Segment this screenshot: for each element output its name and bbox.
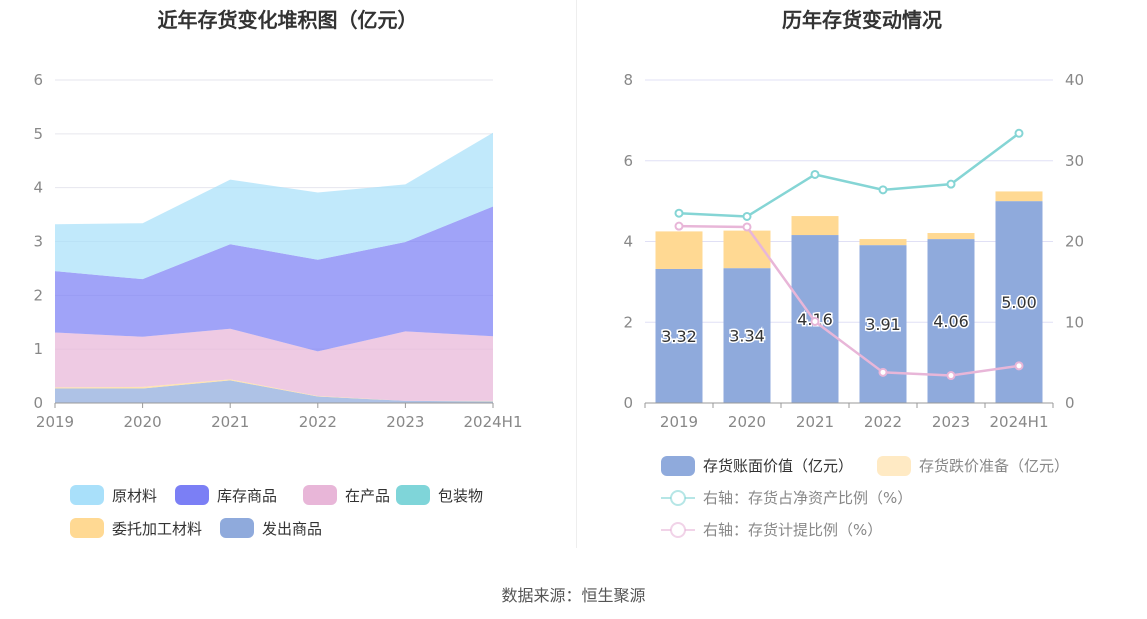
left-chart-title: 近年存货变化堆积图（亿元） bbox=[157, 8, 418, 32]
legend-label: 右轴：存货计提比例（%） bbox=[703, 521, 882, 539]
right-chart-title: 历年存货变动情况 bbox=[782, 8, 942, 32]
x-tick-label: 2022 bbox=[864, 413, 902, 431]
legend-label: 发出商品 bbox=[262, 520, 322, 538]
area-series-4 bbox=[55, 206, 493, 352]
legend-swatch bbox=[175, 485, 209, 505]
bar-impairment bbox=[859, 239, 907, 246]
y2-tick-label: 10 bbox=[1065, 313, 1084, 331]
legend-swatch bbox=[396, 485, 430, 505]
stacked-area-chart: 0 1 2 3 4 5 6 2019 2020 2021 2022 2023 2024H1 原材料 库存商品… bbox=[33, 71, 523, 538]
bar-book-value bbox=[655, 268, 703, 403]
line-point bbox=[946, 371, 956, 381]
x-tick-label: 2019 bbox=[36, 413, 74, 431]
legend-marker bbox=[670, 522, 686, 538]
bar-impairment bbox=[655, 231, 703, 269]
bar-impairment bbox=[995, 191, 1043, 202]
bar-value-label: 3.91 bbox=[865, 315, 901, 334]
bar-book-value bbox=[723, 268, 771, 403]
line-series-0 bbox=[678, 132, 1020, 218]
bar-line-chart: 024680102030403.323.344.163.914.065.0020… bbox=[623, 71, 1084, 539]
bar-value-label: 5.00 bbox=[1001, 293, 1037, 312]
area-series-3 bbox=[55, 328, 493, 401]
y2-tick-label: 20 bbox=[1065, 233, 1084, 251]
y-tick-label: 0 bbox=[33, 394, 43, 412]
x-tick-label: 2019 bbox=[660, 413, 698, 431]
line-point bbox=[878, 185, 888, 195]
bar-value-label: 3.34 bbox=[729, 327, 765, 346]
line-point bbox=[878, 367, 888, 377]
y-tick-label: 6 bbox=[33, 71, 43, 89]
bar-value-label: 4.06 bbox=[933, 312, 969, 331]
line-point bbox=[1014, 128, 1024, 138]
y-tick-label: 1 bbox=[33, 340, 43, 358]
legend-label: 右轴：存货占净资产比例（%） bbox=[703, 489, 912, 507]
x-tick-label: 2022 bbox=[299, 413, 337, 431]
line-series-1 bbox=[678, 224, 1020, 377]
legend-label: 在产品 bbox=[345, 487, 390, 505]
line-point bbox=[1014, 361, 1024, 371]
legend-label: 包装物 bbox=[438, 487, 483, 505]
y2-tick-label: 0 bbox=[1065, 394, 1075, 412]
y-tick-label: 5 bbox=[33, 125, 43, 143]
area-series-5 bbox=[55, 132, 493, 280]
y-tick-label: 0 bbox=[623, 394, 633, 412]
line-point bbox=[946, 179, 956, 189]
legend-label: 存货账面价值（亿元） bbox=[703, 457, 853, 475]
line-point bbox=[674, 221, 684, 231]
legend-swatch bbox=[877, 456, 911, 476]
y-tick-label: 2 bbox=[623, 313, 633, 331]
y-tick-label: 8 bbox=[623, 71, 633, 89]
line-point bbox=[810, 316, 820, 326]
y-tick-label: 4 bbox=[33, 179, 43, 197]
x-tick-label: 2024H1 bbox=[990, 413, 1049, 431]
data-source-note: 数据来源：恒生聚源 bbox=[501, 586, 646, 605]
bar-value-label: 3.32 bbox=[661, 327, 697, 346]
legend-label: 存货跌价准备（亿元） bbox=[919, 457, 1069, 475]
x-tick-label: 2021 bbox=[796, 413, 834, 431]
legend-label: 库存商品 bbox=[217, 487, 277, 505]
legend-label: 原材料 bbox=[112, 487, 157, 505]
y2-tick-label: 30 bbox=[1065, 152, 1084, 170]
legend-swatch bbox=[70, 485, 104, 505]
x-tick-label: 2021 bbox=[211, 413, 249, 431]
legend-swatch bbox=[70, 518, 104, 538]
legend-label: 委托加工材料 bbox=[112, 520, 202, 538]
y-tick-label: 4 bbox=[623, 233, 633, 251]
y-tick-label: 2 bbox=[33, 286, 43, 304]
x-tick-label: 2020 bbox=[124, 413, 162, 431]
line-point bbox=[742, 211, 752, 221]
line-point bbox=[742, 222, 752, 232]
x-tick-label: 2020 bbox=[728, 413, 766, 431]
stacked-area-chart-panel: 近年存货变化堆积图（亿元） 0 1 2 3 4 5 6 2019 2020 2021 2022 202… bbox=[0, 0, 575, 560]
y-tick-label: 3 bbox=[33, 233, 43, 251]
y2-tick-label: 40 bbox=[1065, 71, 1084, 89]
legend-swatch bbox=[220, 518, 254, 538]
line-point bbox=[810, 169, 820, 179]
bar-impairment bbox=[927, 233, 975, 240]
legend-swatch bbox=[661, 456, 695, 476]
panel-divider bbox=[576, 0, 577, 548]
bar-line-chart-panel: 历年存货变动情况 024680102030403.323.344.163.914… bbox=[577, 0, 1147, 560]
x-tick-label: 2023 bbox=[932, 413, 970, 431]
x-tick-label: 2024H1 bbox=[464, 413, 523, 431]
area-series-0 bbox=[55, 380, 493, 403]
bar-impairment bbox=[791, 216, 839, 236]
line-point bbox=[674, 208, 684, 218]
x-tick-label: 2023 bbox=[386, 413, 424, 431]
legend-swatch bbox=[303, 485, 337, 505]
legend-marker bbox=[670, 490, 686, 506]
y-tick-label: 6 bbox=[623, 152, 633, 170]
